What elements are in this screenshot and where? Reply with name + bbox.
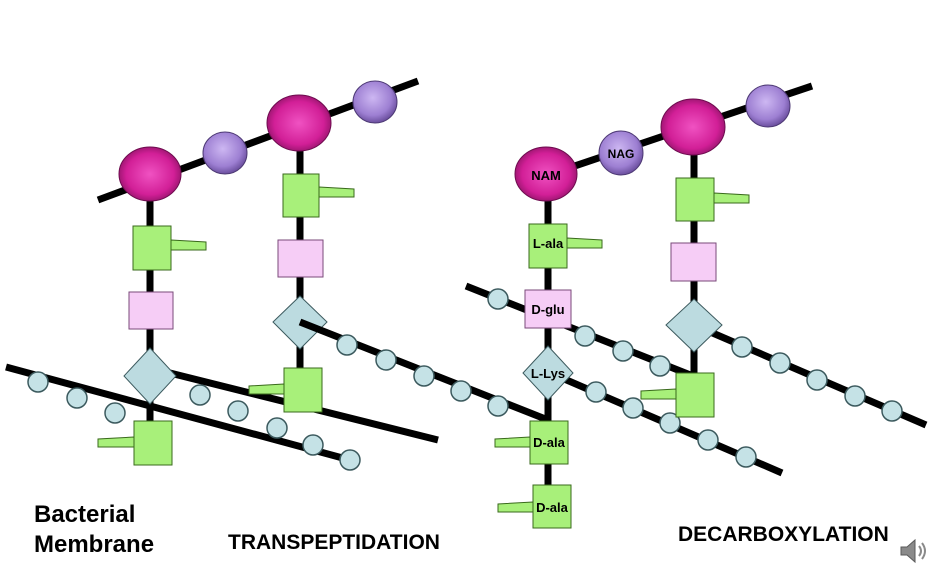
transpeptidation-caption: TRANSPEPTIDATION <box>228 531 440 554</box>
d-glu-box <box>277 239 324 278</box>
nam-sugar <box>118 146 182 202</box>
d-glu-box <box>670 242 717 282</box>
l-ala-box <box>675 177 715 222</box>
nag-sugar <box>745 84 791 128</box>
l-ala-tab <box>318 186 355 198</box>
l-ala-box <box>528 223 568 269</box>
decarboxylation-caption: DECARBOXYLATION <box>678 523 889 546</box>
nag-label: NAG <box>608 147 635 161</box>
l-ala-box <box>132 225 172 271</box>
nam-sugar <box>660 98 726 156</box>
nam-label: NAM <box>531 168 561 183</box>
unit-left <box>5 77 439 471</box>
d-ala-label: D-ala <box>533 435 566 450</box>
d-ala-tab <box>97 436 135 448</box>
d-ala-tab <box>248 383 285 395</box>
l-ala-tab <box>170 239 207 251</box>
l-ala-label: L-ala <box>533 236 564 251</box>
nag-sugar <box>598 130 644 176</box>
pentaglycine-beads <box>336 334 509 417</box>
d-ala-tab <box>497 501 534 513</box>
pentaglycine-beads <box>27 371 361 471</box>
d-ala-box <box>133 420 173 466</box>
d-ala-tab <box>640 388 677 400</box>
bacterial-membrane-caption: Bacterial Membrane <box>34 500 154 560</box>
caption-line: Membrane <box>34 531 155 558</box>
d-ala-label: D-ala <box>536 500 569 515</box>
d-ala-box <box>532 484 572 529</box>
crossbridge-chain <box>5 363 351 464</box>
d-glu-label: D-glu <box>531 302 564 317</box>
l-lys-diamond <box>522 345 574 401</box>
speaker-icon[interactable] <box>898 536 930 566</box>
l-ala-tab <box>713 192 750 204</box>
nam-sugar <box>266 94 332 152</box>
nag-sugar <box>352 80 398 124</box>
d-ala-box <box>283 367 323 413</box>
nag-sugar <box>202 131 248 175</box>
l-ala-tab <box>566 237 603 249</box>
l-lys-diamond <box>665 298 723 353</box>
l-lys-diamond <box>123 347 177 405</box>
l-ala-box <box>282 173 320 218</box>
nam-sugar <box>514 146 578 202</box>
caption-line: Bacterial <box>34 501 136 528</box>
d-glu-box <box>524 289 572 329</box>
unit-right: NAM NAG L-ala D-glu L-Lys D-ala D-ala <box>464 82 928 529</box>
d-glu-box <box>128 291 174 330</box>
l-lys-label: L-Lys <box>531 366 565 381</box>
pentaglycine-beads <box>487 288 903 468</box>
d-ala-box <box>675 372 715 418</box>
d-ala-tab <box>494 436 531 448</box>
